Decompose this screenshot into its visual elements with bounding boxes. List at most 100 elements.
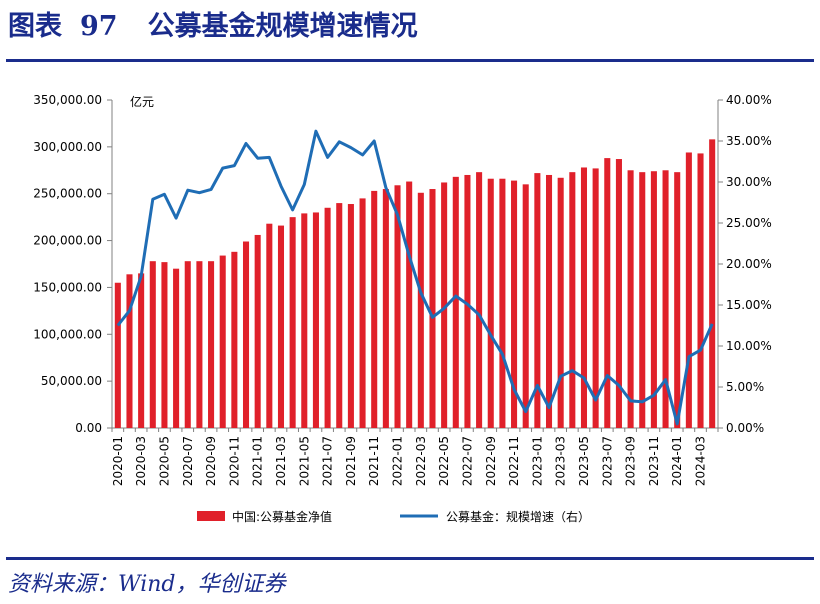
bar [231, 251, 238, 428]
right-tick-label: 25.00% [726, 216, 772, 230]
x-tick-label: 2021-09 [344, 436, 358, 486]
x-tick-label: 2022-11 [507, 436, 521, 486]
x-tick-label: 2020-01 [111, 436, 125, 486]
left-tick-label: 0.00 [75, 421, 102, 435]
figure-label: 图表 [8, 11, 62, 42]
bar [569, 172, 576, 428]
bar [208, 261, 215, 428]
bar [371, 190, 378, 428]
bar [196, 261, 203, 428]
bar [557, 177, 564, 428]
bar [545, 174, 553, 428]
figure-title: 图表 97 公募基金规模增速情况 [8, 6, 418, 48]
left-tick-label: 100,000.00 [33, 327, 102, 341]
growth-line [116, 129, 714, 426]
bottom-divider [6, 557, 814, 560]
bar [406, 181, 413, 428]
bar [266, 223, 273, 428]
bar [697, 153, 704, 428]
bar [254, 234, 261, 428]
legend: 中国:公募基金净值 公募基金：规模增速（右） [197, 509, 590, 524]
bar [242, 241, 250, 428]
bar [615, 159, 622, 428]
bar [452, 176, 459, 428]
bar [580, 167, 588, 428]
right-tick-label: 30.00% [726, 175, 772, 189]
x-tick-label: 2023-03 [554, 436, 568, 486]
x-tick-label: 2021-03 [274, 436, 288, 486]
left-tick-label: 150,000.00 [33, 280, 102, 294]
bar [662, 170, 669, 428]
bar [114, 282, 121, 428]
bar [685, 152, 692, 428]
bar [511, 180, 518, 428]
bar [359, 198, 366, 428]
bar [138, 273, 145, 428]
top-divider [6, 59, 814, 62]
bar [149, 261, 156, 428]
bar [522, 184, 529, 428]
bar [347, 204, 354, 428]
bar [604, 158, 611, 429]
left-tick-label: 250,000.00 [33, 187, 102, 201]
bar [487, 178, 494, 428]
bar [499, 178, 506, 428]
x-tick-label: 2023-11 [647, 436, 661, 486]
bar [301, 213, 308, 428]
bar [417, 192, 424, 428]
bar [639, 172, 646, 428]
x-tick-label: 2023-01 [530, 436, 544, 486]
bar [289, 217, 296, 428]
tick-labels: 0.00 50,000.00 100,000.00 150,000.00 200,000… [33, 93, 771, 486]
bar [324, 207, 331, 428]
source-note: 资料来源：Wind，华创证券 [8, 572, 286, 597]
x-tick-label: 2023-05 [577, 436, 591, 486]
legend-line-label: 公募基金：规模增速（右） [446, 509, 590, 524]
x-tick-label: 2020-07 [181, 436, 195, 486]
x-tick-label: 2023-07 [600, 436, 614, 486]
x-tick-label: 2020-09 [204, 436, 218, 486]
bar [464, 174, 471, 428]
bar [592, 168, 599, 428]
right-tick-label: 0.00% [726, 421, 764, 435]
figure-title-text: 公募基金规模增速情况 [147, 11, 418, 42]
bar [534, 173, 541, 428]
x-tick-label: 2024-01 [670, 436, 684, 486]
bar [709, 139, 716, 429]
left-tick-label: 50,000.00 [41, 374, 102, 388]
right-tick-label: 10.00% [726, 339, 772, 353]
left-tick-label: 300,000.00 [33, 140, 102, 154]
bar [674, 172, 681, 428]
x-tick-label: 2024-03 [694, 436, 708, 486]
x-tick-label: 2021-11 [367, 436, 381, 486]
right-tick-label: 5.00% [726, 380, 764, 394]
x-tick-label: 2021-07 [321, 436, 335, 486]
bar [126, 274, 133, 428]
legend-bar-label: 中国:公募基金净值 [232, 509, 332, 524]
bar [336, 203, 343, 428]
x-tick-label: 2022-09 [484, 436, 498, 486]
bar [627, 170, 634, 428]
left-tick-label: 200,000.00 [33, 234, 102, 248]
x-tick-label: 2021-01 [251, 436, 265, 486]
bar [476, 172, 483, 428]
left-axis-unit: 亿元 [130, 94, 154, 109]
right-tick-label: 20.00% [726, 257, 772, 271]
bar [219, 255, 226, 428]
line-series [116, 129, 714, 426]
bar [173, 268, 180, 428]
figure-number: 97 [80, 11, 118, 42]
x-tick-label: 2022-03 [414, 436, 428, 486]
chart: 0.00 50,000.00 100,000.00 150,000.00 200,000… [33, 93, 771, 524]
x-tick-label: 2020-05 [157, 436, 171, 486]
bar [382, 189, 389, 428]
bar [161, 262, 168, 428]
x-tick-label: 2023-09 [624, 436, 638, 486]
bar [312, 212, 319, 428]
x-tick-label: 2022-01 [391, 436, 405, 486]
x-tick-label: 2022-07 [460, 436, 474, 486]
left-tick-label: 350,000.00 [33, 93, 102, 107]
right-tick-label: 35.00% [726, 134, 772, 148]
bar [184, 261, 191, 428]
x-tick-label: 2020-11 [227, 436, 241, 486]
